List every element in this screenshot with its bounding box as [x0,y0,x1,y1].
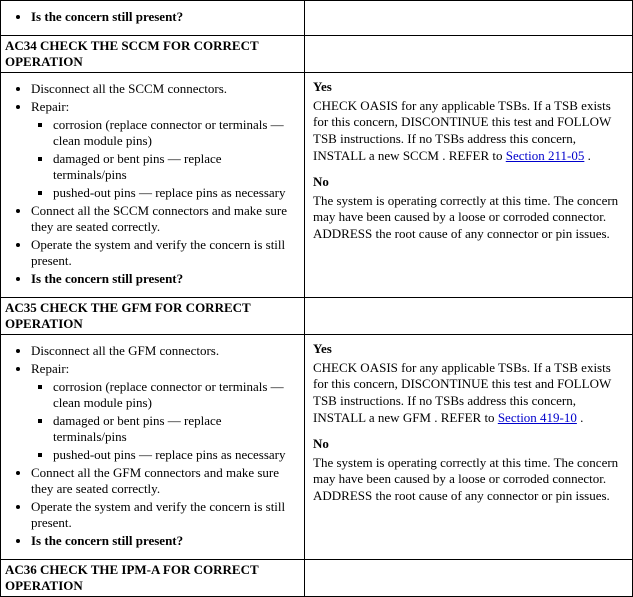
instr-repair: Repair: corrosion (replace connector or … [31,99,298,201]
step-title-ac34: AC34 CHECK THE SCCM FOR CORRECT OPERATIO… [1,36,305,73]
yes-label: Yes [313,341,622,358]
concern-question: Is the concern still present? [31,271,298,287]
right-cell [305,560,633,597]
instr-disconnect: Disconnect all the GFM connectors. [31,343,298,359]
table-row: AC35 CHECK THE GFM FOR CORRECT OPERATION [1,298,633,335]
step-title-ac36: AC36 CHECK THE IPM-A FOR CORRECT OPERATI… [1,560,305,597]
diagnostic-table: Is the concern still present? AC34 CHECK… [0,0,633,597]
table-row: AC34 CHECK THE SCCM FOR CORRECT OPERATIO… [1,36,633,73]
instr-disconnect: Disconnect all the SCCM connectors. [31,81,298,97]
table-row: Disconnect all the GFM connectors. Repai… [1,335,633,560]
instr-connect: Connect all the GFM connectors and make … [31,465,298,497]
step-title-ac35: AC35 CHECK THE GFM FOR CORRECT OPERATION [1,298,305,335]
left-cell: Disconnect all the SCCM connectors. Repa… [1,73,305,298]
instr-operate: Operate the system and verify the concer… [31,499,298,531]
no-text: The system is operating correctly at thi… [313,193,622,243]
instr-repair: Repair: corrosion (replace connector or … [31,361,298,463]
no-label: No [313,174,622,191]
right-cell [305,36,633,73]
no-label: No [313,436,622,453]
repair-item: corrosion (replace connector or terminal… [53,117,298,149]
right-cell: Yes CHECK OASIS for any applicable TSBs.… [305,335,633,560]
repair-label: Repair: [31,361,69,376]
repair-item: damaged or bent pins — replace terminals… [53,413,298,445]
instr-operate: Operate the system and verify the concer… [31,237,298,269]
yes-label: Yes [313,79,622,96]
repair-item: damaged or bent pins — replace terminals… [53,151,298,183]
concern-question: Is the concern still present? [31,533,298,549]
right-cell [305,1,633,36]
table-row: Disconnect all the SCCM connectors. Repa… [1,73,633,298]
concern-question: Is the concern still present? [31,9,298,25]
no-text: The system is operating correctly at thi… [313,455,622,505]
repair-item: pushed-out pins — replace pins as necess… [53,185,298,201]
instr-connect: Connect all the SCCM connectors and make… [31,203,298,235]
left-cell: Is the concern still present? [1,1,305,36]
table-row: AC36 CHECK THE IPM-A FOR CORRECT OPERATI… [1,560,633,597]
repair-item: corrosion (replace connector or terminal… [53,379,298,411]
repair-item: pushed-out pins — replace pins as necess… [53,447,298,463]
right-cell: Yes CHECK OASIS for any applicable TSBs.… [305,73,633,298]
yes-text: CHECK OASIS for any applicable TSBs. If … [313,360,622,427]
table-row: Is the concern still present? [1,1,633,36]
right-cell [305,298,633,335]
yes-text: CHECK OASIS for any applicable TSBs. If … [313,98,622,165]
repair-label: Repair: [31,99,69,114]
section-link[interactable]: Section 211-05 [506,148,585,163]
section-link[interactable]: Section 419-10 [498,410,577,425]
left-cell: Disconnect all the GFM connectors. Repai… [1,335,305,560]
